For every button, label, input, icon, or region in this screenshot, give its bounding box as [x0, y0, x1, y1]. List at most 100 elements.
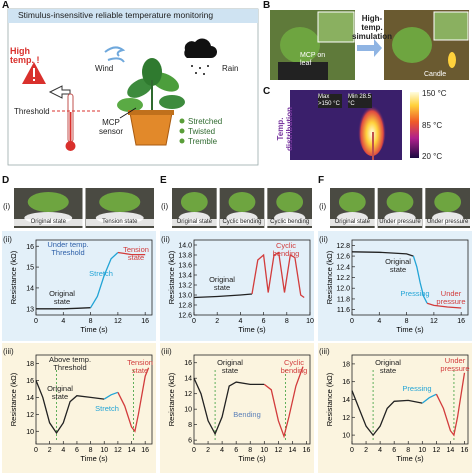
y-axis-label: Resistance (kΩ) [325, 250, 334, 304]
annotation: Under pressure [440, 356, 470, 373]
rain-label: Rain [222, 64, 239, 73]
photo-caption: Original state [330, 219, 375, 226]
x-tick-label: 4 [61, 318, 65, 325]
x-tick-label: 16 [141, 447, 149, 454]
y-tick-label: 16 [184, 360, 192, 367]
annotation: Cyclic bending [272, 241, 300, 258]
x-tick-label: 0 [350, 447, 354, 454]
x-tick-label: 8 [285, 318, 289, 325]
threshold-label: Threshold [14, 107, 50, 116]
photo-plant [99, 192, 141, 212]
x-tick-label: 8 [406, 447, 410, 454]
annotation: Original state [385, 257, 411, 274]
curve [193, 377, 265, 436]
annotation: Stretch [89, 269, 113, 278]
sensor-label: MCP sensor [98, 118, 123, 136]
photo-plant [180, 192, 208, 212]
x-tick-label: 4 [238, 318, 242, 325]
panel-letter: B [263, 0, 271, 11]
thermometer-fill [69, 112, 72, 142]
y-tick-label: 16 [26, 244, 34, 251]
y-tick-label: 10 [26, 429, 34, 436]
y-tick-label: 12.2 [336, 275, 350, 282]
x-tick-label: 6 [234, 447, 238, 454]
y-tick-label: 10 [184, 407, 192, 414]
y-tick-label: 12.8 [178, 303, 192, 310]
x-tick-label: 10 [100, 447, 108, 454]
panel-background [160, 231, 314, 341]
photo-inset [317, 11, 355, 43]
y-tick-label: 13.0 [178, 293, 192, 300]
curve [435, 372, 466, 437]
x-tick-label: 6 [392, 447, 396, 454]
photo-caption: Under pressure [425, 219, 470, 226]
annotation: Pressing [400, 289, 430, 298]
x-tick-label: 2 [215, 318, 219, 325]
x-axis-label: Time (s) [80, 454, 108, 463]
curve [351, 390, 423, 437]
curve [351, 251, 414, 257]
x-tick-label: 8 [248, 447, 252, 454]
x-tick-label: 14 [128, 447, 136, 454]
annotation: Stretch [95, 404, 119, 413]
photo-plant [386, 192, 414, 212]
panel-background [318, 343, 472, 473]
panel-letter: E [160, 175, 167, 186]
stimuli-bullets [179, 118, 185, 144]
sub-label: (ii) [3, 235, 12, 244]
y-tick-label: 16 [342, 379, 350, 386]
panel-a-title: Stimulus-insensitive reliable temperatur… [18, 10, 214, 20]
y-tick-label: 13.6 [178, 263, 192, 270]
y-tick-label: 13.8 [178, 253, 192, 260]
annotation: Original state [217, 358, 243, 375]
y-tick-label: 8 [188, 422, 192, 429]
x-tick-label: 0 [34, 447, 38, 454]
colorbar-label: 150 °C [422, 89, 447, 98]
curve [412, 255, 428, 304]
curve [90, 252, 119, 309]
photo-leaf-plant [280, 27, 320, 63]
y-tick-label: 12.8 [336, 243, 350, 250]
x-axis-label: Time (s) [396, 325, 424, 334]
annotation: Cyclic bending [280, 358, 308, 375]
y-axis-label: Resistance (kΩ) [9, 250, 18, 304]
x-tick-label: 16 [457, 318, 465, 325]
panel-letter: D [2, 175, 10, 186]
x-tick-label: 4 [220, 447, 224, 454]
x-tick-label: 0 [350, 318, 354, 325]
pointer-arrow [48, 85, 71, 99]
sub-label: (i) [3, 202, 11, 211]
thermal-candle [372, 132, 374, 160]
y-tick-label: 12.6 [178, 313, 192, 320]
annotation: Above temp. Threshold [48, 355, 92, 372]
annotation: Original state [49, 289, 75, 306]
y-tick-label: 13.4 [178, 273, 192, 280]
annotation: Tension state [127, 358, 153, 375]
x-axis-label: Time (s) [238, 325, 266, 334]
x-tick-label: 12 [274, 447, 282, 454]
photo-pot [278, 62, 328, 80]
sub-label: (iii) [319, 347, 330, 356]
y-tick-label: 12 [342, 415, 350, 422]
x-axis-label: Time (s) [80, 325, 108, 334]
x-tick-label: 12 [430, 318, 438, 325]
x-tick-label: 8 [89, 447, 93, 454]
annotation: Under temp. Threshold [47, 240, 89, 257]
y-tick-label: 12 [184, 391, 192, 398]
x-axis-label: Time (s) [238, 454, 266, 463]
sub-label: (iii) [3, 347, 14, 356]
stimulus-label: Tremble [188, 137, 218, 146]
x-tick-label: 4 [377, 318, 381, 325]
rain-drops [191, 65, 209, 75]
sub-label: (ii) [319, 235, 328, 244]
photo-plant [434, 192, 462, 212]
annotation: Under pressure [436, 289, 466, 306]
sub-label: (i) [161, 202, 169, 211]
y-tick-label: 10 [342, 433, 350, 440]
arrow-label: High-temp. simulation [352, 14, 393, 41]
panel-letter: F [318, 175, 325, 186]
wind-label: Wind [95, 64, 114, 73]
photo-caption: Cyclic bending [219, 219, 265, 226]
annotation: Bending [233, 410, 261, 419]
x-tick-label: 4 [61, 447, 65, 454]
